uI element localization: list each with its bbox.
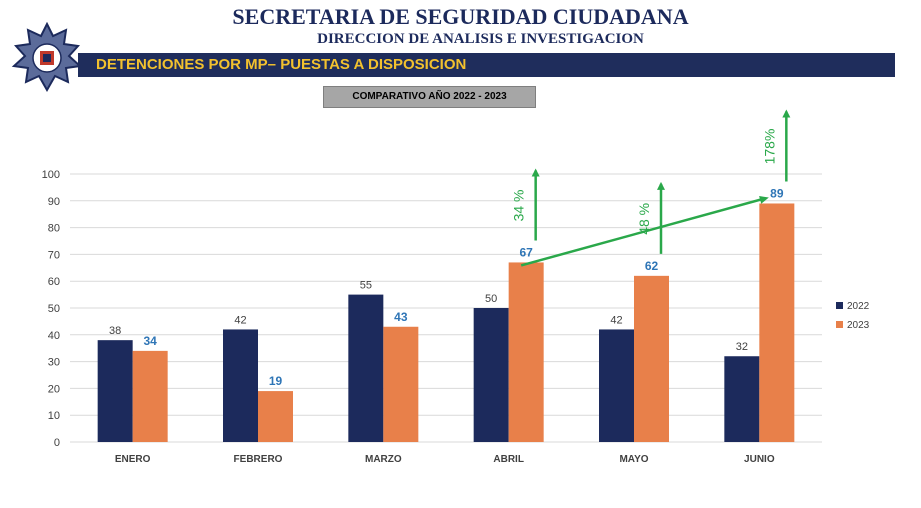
y-tick-label: 100 xyxy=(42,169,60,181)
percentage-annotation: 34 % xyxy=(511,189,527,221)
x-tick-label: JUNIO xyxy=(744,454,775,465)
bar-2022 xyxy=(599,329,634,442)
bar-2022 xyxy=(223,329,258,442)
data-label-2022: 50 xyxy=(485,293,497,305)
bar-2023 xyxy=(132,350,168,442)
y-tick-label: 20 xyxy=(48,383,60,395)
bar-2022 xyxy=(348,294,384,442)
y-tick-label: 10 xyxy=(48,410,60,422)
x-tick-label: ABRIL xyxy=(493,454,524,465)
y-tick-label: 80 xyxy=(48,223,60,235)
bar-2023 xyxy=(383,326,419,442)
y-tick-label: 30 xyxy=(48,357,60,369)
y-tick-label: 90 xyxy=(48,196,60,208)
y-tick-label: 70 xyxy=(48,249,60,261)
bar-2023 xyxy=(258,391,293,442)
data-label-2022: 38 xyxy=(109,325,121,337)
section-banner-label: DETENCIONES POR MP– PUESTAS A DISPOSICIO… xyxy=(96,56,467,73)
bar-2022 xyxy=(97,340,133,442)
trend-line xyxy=(520,197,764,267)
data-label-2023: 89 xyxy=(770,186,784,200)
legend-swatch-2022 xyxy=(836,302,843,309)
y-tick-label: 40 xyxy=(48,330,60,342)
arrow-head-icon xyxy=(657,181,665,190)
percentage-annotation: 48 % xyxy=(636,203,652,235)
y-tick-label: 50 xyxy=(48,303,60,315)
trend-arrow-head-icon xyxy=(759,196,769,204)
bar-2022 xyxy=(473,308,509,442)
data-label-2022: 42 xyxy=(234,314,246,326)
legend-label-2022: 2022 xyxy=(847,301,870,312)
bar-2023 xyxy=(634,275,669,442)
legend-label-2023: 2023 xyxy=(847,320,870,331)
arrow-head-icon xyxy=(782,109,791,118)
data-label-2022: 55 xyxy=(360,280,372,292)
data-label-2022: 32 xyxy=(736,341,748,353)
legend-swatch-2023 xyxy=(836,321,843,328)
y-tick-label: 0 xyxy=(54,437,60,449)
x-tick-label: ENERO xyxy=(115,454,151,465)
police-star-logo xyxy=(8,21,86,94)
data-label-2023: 19 xyxy=(269,374,283,388)
section-banner: DETENCIONES POR MP– PUESTAS A DISPOSICIO… xyxy=(78,53,895,77)
data-label-2023: 62 xyxy=(645,259,659,273)
arrow-head-icon xyxy=(531,168,540,177)
data-label-2022: 42 xyxy=(610,314,622,326)
data-label-2023: 67 xyxy=(519,245,533,259)
data-label-2023: 43 xyxy=(394,310,408,324)
bar-2022 xyxy=(724,356,760,442)
percentage-annotation: 178% xyxy=(761,129,777,165)
bar-2023 xyxy=(759,203,795,442)
bar-2023 xyxy=(508,262,544,442)
comparison-label: COMPARATIVO AÑO 2022 - 2023 xyxy=(323,86,536,108)
x-tick-label: MAYO xyxy=(619,454,648,465)
y-tick-label: 60 xyxy=(48,276,60,288)
x-tick-label: FEBRERO xyxy=(234,454,283,465)
x-tick-label: MARZO xyxy=(365,454,402,465)
page-subtitle: DIRECCION DE ANALISIS E INVESTIGACION xyxy=(317,31,644,47)
data-label-2023: 34 xyxy=(143,334,157,348)
page-title: SECRETARIA DE SEGURIDAD CIUDADANA xyxy=(232,4,689,29)
